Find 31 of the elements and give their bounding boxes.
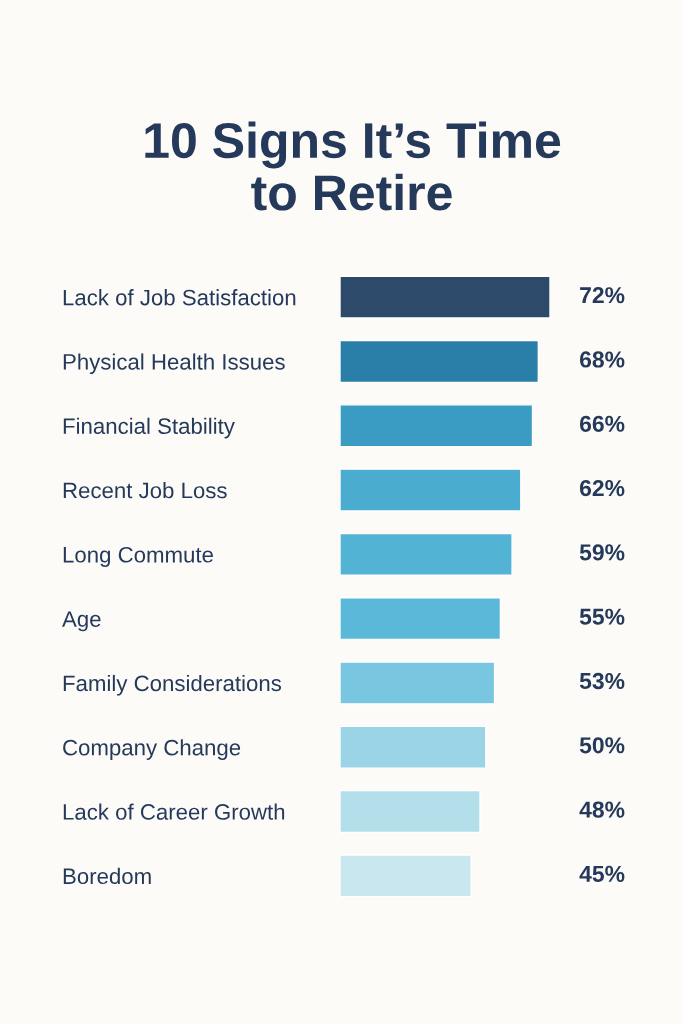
data-label: 62% <box>579 479 625 497</box>
data-label: 72% <box>580 287 625 304</box>
bar <box>340 597 502 641</box>
y-tick-label: Lack of Job Satisfaction <box>63 289 296 306</box>
data-label: 48% <box>579 801 625 818</box>
y-tick-label: Recent Job Loss <box>63 482 227 499</box>
bar <box>340 725 487 769</box>
y-tick-label: Physical Health Issues <box>63 353 285 375</box>
data-label: 50% <box>579 737 625 754</box>
y-tick-label: Lack of Career Growth <box>63 803 285 820</box>
data-label: 66% <box>579 415 625 432</box>
chart-title: 10 Signs It’s Time to Retire <box>145 121 561 211</box>
y-tick-label: Family Considerations <box>63 674 282 696</box>
data-label: 59% <box>579 544 625 561</box>
data-label: 55% <box>579 608 625 625</box>
data-label: 68% <box>579 351 625 368</box>
y-tick-label: Company Change <box>63 739 241 760</box>
data-label: 45% <box>579 865 625 882</box>
y-tick-label: Financial Stability <box>63 417 235 439</box>
bar <box>340 854 472 898</box>
y-tick-label: Boredom <box>63 867 151 885</box>
y-tick-label: Long Commute <box>63 546 213 568</box>
bar <box>340 339 540 384</box>
bar <box>340 532 513 576</box>
bar <box>340 468 522 512</box>
y-tick-label: Age <box>62 611 101 632</box>
bar <box>340 661 496 705</box>
data-label: 53% <box>579 672 625 690</box>
bar <box>340 275 550 319</box>
bar <box>340 789 481 834</box>
bar <box>340 404 534 448</box>
